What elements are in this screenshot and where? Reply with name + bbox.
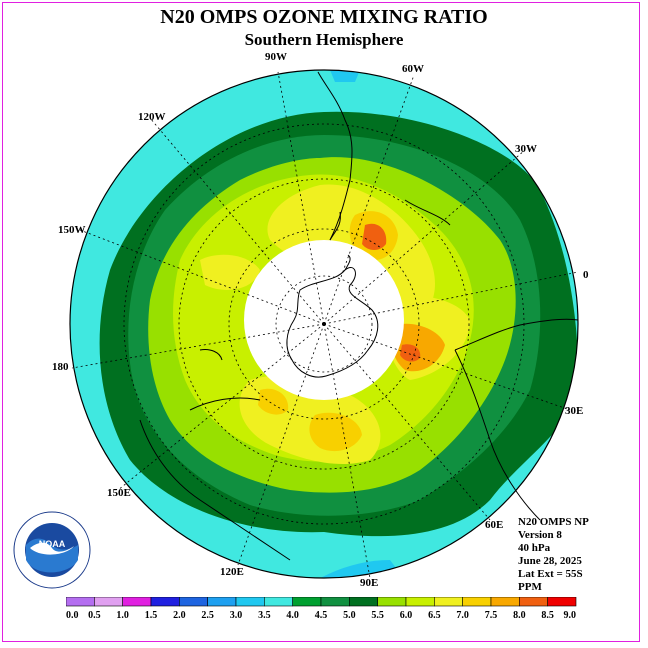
colorbar-swatch [122, 597, 152, 607]
colorbar-swatch [490, 597, 520, 607]
south-pole-marker [322, 322, 326, 326]
lon-label: 150E [107, 487, 131, 499]
colorbar-tick-label: 3.5 [258, 610, 271, 621]
colorbar-tick-label: 6.5 [428, 610, 441, 621]
lon-label: 30E [565, 405, 583, 417]
colorbar-tick-label: 0.0 [66, 610, 79, 621]
colorbar-tick-label: 4.5 [315, 610, 328, 621]
colorbar-tick-label: 7.5 [485, 610, 498, 621]
lon-label: 30W [515, 143, 537, 155]
lon-label: 120E [220, 566, 244, 578]
colorbar-swatch [264, 597, 293, 607]
colorbar-tick-label: 8.0 [513, 610, 526, 621]
info-line: June 28, 2025 [518, 555, 582, 567]
colorbar-tick-label: 4.0 [286, 610, 299, 621]
continent-outlines [139, 71, 579, 561]
info-line: 40 hPa [518, 542, 551, 554]
colorbar-swatch [66, 597, 95, 607]
info-line: PPM [518, 581, 542, 593]
colorbar-swatch [320, 597, 350, 607]
colorbar-tick-label: 2.0 [173, 610, 186, 621]
colorbar-tick-label: 6.0 [400, 610, 413, 621]
antarctica-coastline [286, 267, 379, 378]
colorbar-tick-label: 8.5 [541, 610, 554, 621]
noaa-logo: NOAA [13, 511, 91, 589]
colorbar-tick-label: 0.5 [88, 610, 101, 621]
lon-label: 0 [583, 269, 589, 281]
lon-label: 60W [402, 63, 424, 75]
colorbar-tick-label: 1.0 [116, 610, 128, 621]
colorbar-swatch [405, 597, 435, 607]
page-title: N20 OMPS OZONE MIXING RATIO [160, 6, 488, 28]
colorbar-swatch [150, 597, 180, 607]
ozone-field [70, 70, 578, 578]
colorbar-tick-label: 3.0 [230, 610, 243, 621]
colorbar-swatch [292, 597, 322, 607]
polar-mask [244, 240, 404, 400]
longitude-labels: 90W 60W 30W 0 30E 60E 90E 120E 150E 180 … [52, 51, 589, 589]
colorbar-tick-label: 5.0 [343, 610, 356, 621]
colorbar-swatch [434, 597, 463, 607]
colorbar-tick-label: 1.5 [145, 610, 158, 621]
lon-label: 90W [265, 51, 287, 63]
plot-frame [2, 2, 640, 642]
colorbar-swatch [377, 597, 407, 607]
lon-label: 90E [360, 577, 378, 589]
info-line: N20 OMPS NP [518, 516, 589, 528]
graticule [71, 71, 579, 579]
colorbar-tick-label: 5.5 [371, 610, 384, 621]
colorbar-swatch [349, 597, 378, 607]
colorbar-swatch [462, 597, 492, 607]
lon-label: 120W [138, 111, 166, 123]
lon-label: 180 [52, 361, 69, 373]
colorbar: 0.0 0.5 1.0 1.5 2.0 2.5 3.0 3.5 4.0 4.5 5.0 5.5 6.0 6… [66, 597, 577, 621]
colorbar-swatch [547, 597, 577, 607]
colorbar-swatch [94, 597, 123, 607]
logo-text: NOAA [39, 539, 66, 549]
info-line: Version 8 [518, 529, 562, 541]
colorbar-swatch [207, 597, 237, 607]
info-line: Lat Ext = 55S [518, 568, 583, 580]
lon-label: 150W [58, 224, 86, 236]
colorbar-tick-label: 7.0 [456, 610, 469, 621]
colorbar-tick-label: 9.0 [564, 610, 577, 621]
page-subtitle: Southern Hemisphere [244, 30, 404, 49]
info-panel: N20 OMPS NP Version 8 40 hPa June 28, 20… [518, 516, 589, 594]
colorbar-swatch [179, 597, 208, 607]
colorbar-swatch [519, 597, 548, 607]
lon-label: 60E [485, 519, 503, 531]
colorbar-tick-label: 2.5 [201, 610, 214, 621]
map-border [69, 69, 579, 579]
colorbar-swatch [235, 597, 265, 607]
